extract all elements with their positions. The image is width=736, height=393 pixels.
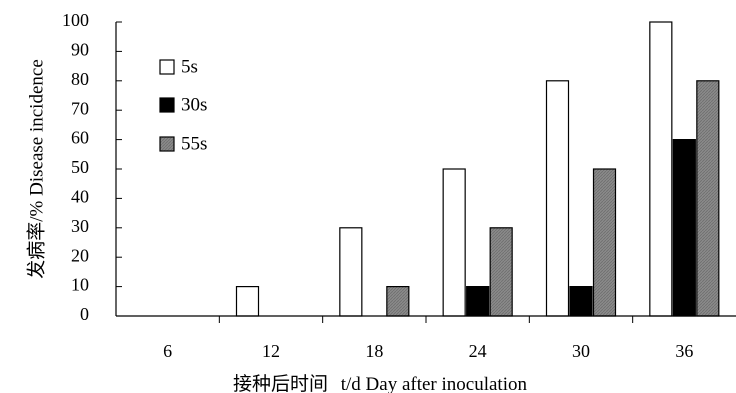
y-tick-label: 60 — [71, 128, 89, 148]
bar-55s-30 — [592, 168, 617, 317]
x-tick-label: 18 — [365, 341, 383, 361]
y-tick-label: 100 — [62, 10, 89, 30]
legend: 5s 30s 55s — [159, 56, 207, 154]
bar-55s-24 — [489, 227, 513, 317]
bar-55s-36 — [696, 80, 720, 317]
bar-5s-12 — [235, 286, 260, 317]
x-axis-label: 接种后时间 t/d Day after inoculation — [233, 373, 528, 393]
bar-30s-30 — [569, 286, 593, 317]
legend-label-5s: 5s — [181, 56, 198, 77]
x-tick-label: 24 — [469, 341, 487, 361]
legend-swatch-30s — [159, 97, 175, 113]
x-axis-label-cn: 接种后时间 — [233, 373, 328, 393]
bar-5s-24 — [442, 168, 466, 317]
y-axis-ticks: 0 10 20 30 40 50 60 70 80 90 100 — [62, 10, 122, 324]
y-tick-label: 40 — [71, 187, 89, 207]
x-tick-label: 12 — [262, 341, 280, 361]
bar-5s-30 — [545, 80, 570, 317]
y-tick-label: 50 — [71, 157, 89, 177]
legend-label-55s: 55s — [181, 133, 207, 154]
bar-30s-24 — [466, 286, 490, 317]
bar-55s-18 — [386, 286, 410, 317]
y-tick-label: 80 — [71, 69, 89, 89]
bars — [235, 21, 720, 317]
y-tick-label: 20 — [71, 245, 89, 265]
x-tick-label: 6 — [163, 341, 172, 361]
x-axis-label-en: t/d Day after inoculation — [341, 374, 528, 393]
y-tick-label: 70 — [71, 98, 89, 118]
x-tick-label: 36 — [675, 341, 693, 361]
bar-30s-36 — [672, 139, 696, 317]
bar-5s-18 — [339, 227, 363, 317]
y-tick-label: 90 — [71, 40, 89, 60]
x-tick-label: 30 — [572, 341, 590, 361]
legend-swatch-5s — [159, 59, 175, 75]
legend-label-30s: 30s — [181, 94, 207, 115]
y-tick-label: 30 — [71, 216, 89, 236]
x-axis-ticks: 6 12 18 24 30 36 — [163, 316, 693, 361]
bar-5s-36 — [649, 21, 673, 317]
legend-swatch-55s — [159, 136, 175, 152]
y-axis-label: 发病率/% Disease incidence — [25, 59, 47, 278]
y-tick-label: 0 — [80, 304, 89, 324]
y-tick-label: 10 — [71, 275, 89, 295]
